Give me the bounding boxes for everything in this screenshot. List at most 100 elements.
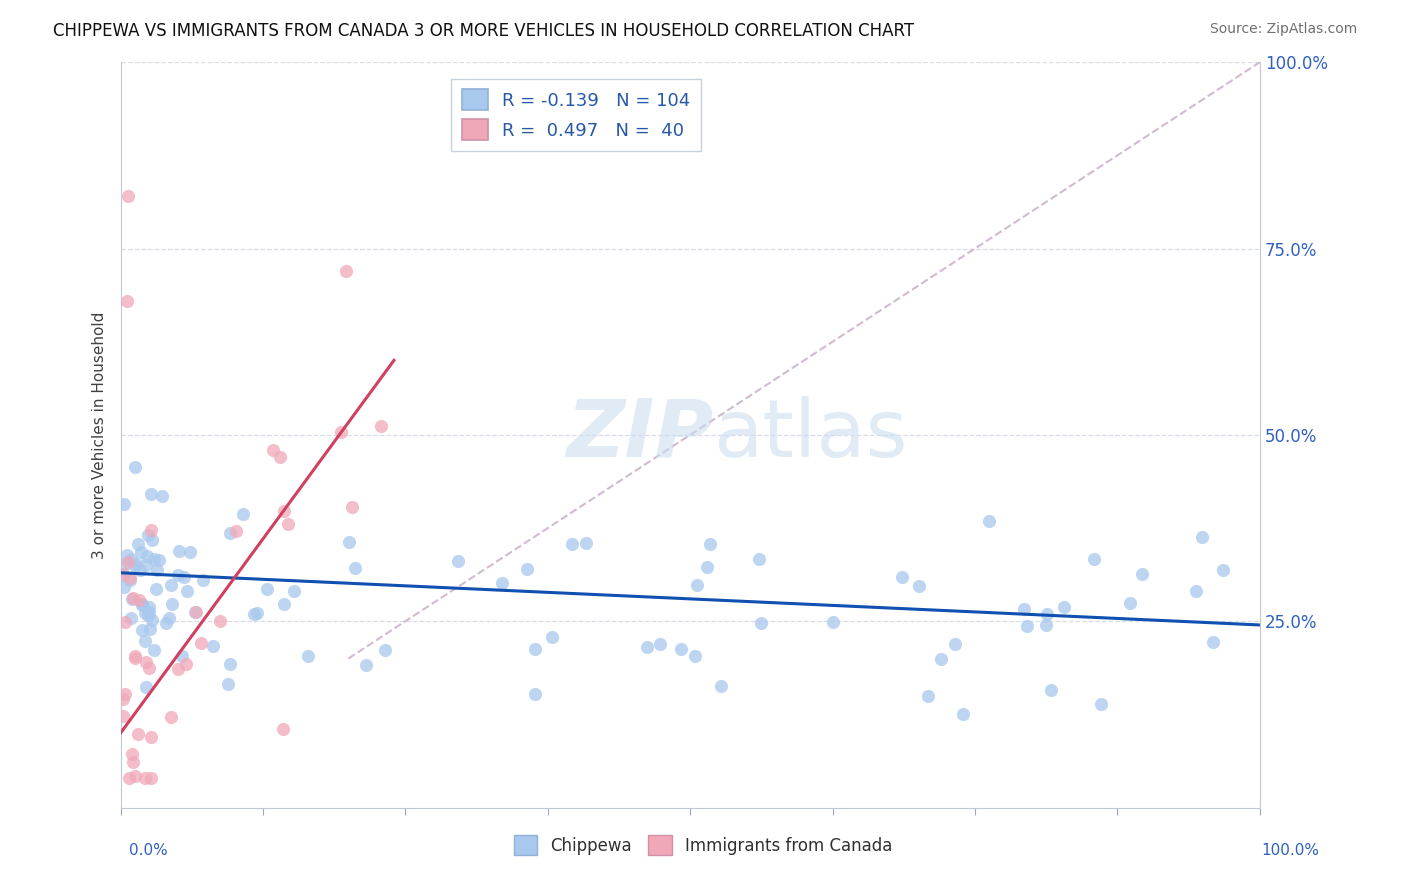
Point	[172, 649, 194, 664]
Point	[256, 582, 278, 596]
Point	[160, 578, 183, 592]
Point	[125, 557, 148, 571]
Point	[190, 635, 212, 649]
Point	[748, 552, 770, 566]
Point	[943, 637, 966, 651]
Point	[209, 614, 232, 628]
Legend: Chippewa, Immigrants from Canada: Chippewa, Immigrants from Canada	[506, 829, 900, 862]
Point	[135, 549, 157, 564]
Point	[115, 548, 138, 562]
Point	[138, 661, 160, 675]
Point	[344, 561, 367, 575]
Point	[696, 560, 718, 574]
Point	[1039, 682, 1062, 697]
Point	[636, 640, 658, 654]
Point	[122, 755, 145, 769]
Point	[160, 710, 183, 724]
Point	[121, 552, 143, 566]
Point	[157, 611, 180, 625]
Point	[1212, 563, 1234, 577]
Point	[121, 747, 143, 762]
Point	[1053, 599, 1076, 614]
Point	[173, 570, 195, 584]
Point	[561, 536, 583, 550]
Point	[131, 597, 153, 611]
Text: 0.0%: 0.0%	[129, 843, 169, 858]
Point	[219, 657, 242, 671]
Point	[917, 689, 939, 703]
Point	[710, 679, 733, 693]
Point	[121, 591, 143, 606]
Point	[124, 648, 146, 663]
Point	[166, 662, 188, 676]
Point	[124, 459, 146, 474]
Point	[139, 622, 162, 636]
Point	[337, 534, 360, 549]
Point	[952, 706, 974, 721]
Point	[1017, 619, 1039, 633]
Point	[134, 634, 156, 648]
Point	[1036, 607, 1059, 622]
Point	[1202, 634, 1225, 648]
Point	[686, 578, 709, 592]
Point	[370, 418, 392, 433]
Point	[112, 497, 135, 511]
Point	[354, 658, 377, 673]
Point	[575, 536, 598, 550]
Point	[118, 573, 141, 587]
Point	[124, 650, 146, 665]
Point	[524, 641, 547, 656]
Point	[112, 580, 135, 594]
Point	[176, 583, 198, 598]
Point	[162, 597, 184, 611]
Point	[908, 579, 931, 593]
Point	[174, 657, 197, 671]
Point	[128, 593, 150, 607]
Point	[120, 611, 142, 625]
Point	[111, 569, 134, 583]
Point	[135, 656, 157, 670]
Point	[246, 606, 269, 620]
Point	[179, 545, 201, 559]
Point	[273, 597, 295, 611]
Point	[129, 544, 152, 558]
Point	[148, 553, 170, 567]
Point	[167, 568, 190, 582]
Point	[335, 263, 357, 277]
Point	[271, 722, 294, 736]
Point	[273, 504, 295, 518]
Point	[145, 563, 167, 577]
Point	[671, 641, 693, 656]
Point	[1035, 618, 1057, 632]
Point	[115, 293, 138, 308]
Point	[1185, 584, 1208, 599]
Point	[135, 558, 157, 573]
Point	[145, 582, 167, 597]
Point	[117, 189, 139, 203]
Point	[1090, 697, 1112, 711]
Point	[931, 652, 953, 666]
Text: Source: ZipAtlas.com: Source: ZipAtlas.com	[1209, 22, 1357, 37]
Point	[648, 637, 671, 651]
Point	[202, 639, 225, 653]
Point	[524, 687, 547, 701]
Point	[262, 443, 284, 458]
Point	[150, 489, 173, 503]
Legend: R = -0.139   N = 104, R =  0.497   N =  40: R = -0.139 N = 104, R = 0.497 N = 40	[451, 78, 702, 151]
Point	[218, 677, 240, 691]
Point	[143, 552, 166, 566]
Point	[218, 526, 240, 541]
Text: atlas: atlas	[713, 396, 907, 474]
Point	[135, 680, 157, 694]
Point	[699, 536, 721, 550]
Point	[112, 558, 135, 572]
Point	[141, 487, 163, 501]
Point	[117, 555, 139, 569]
Point	[131, 598, 153, 612]
Point	[1118, 597, 1140, 611]
Point	[141, 730, 163, 744]
Point	[167, 544, 190, 558]
Point	[277, 517, 299, 532]
Point	[225, 524, 247, 538]
Point	[243, 607, 266, 622]
